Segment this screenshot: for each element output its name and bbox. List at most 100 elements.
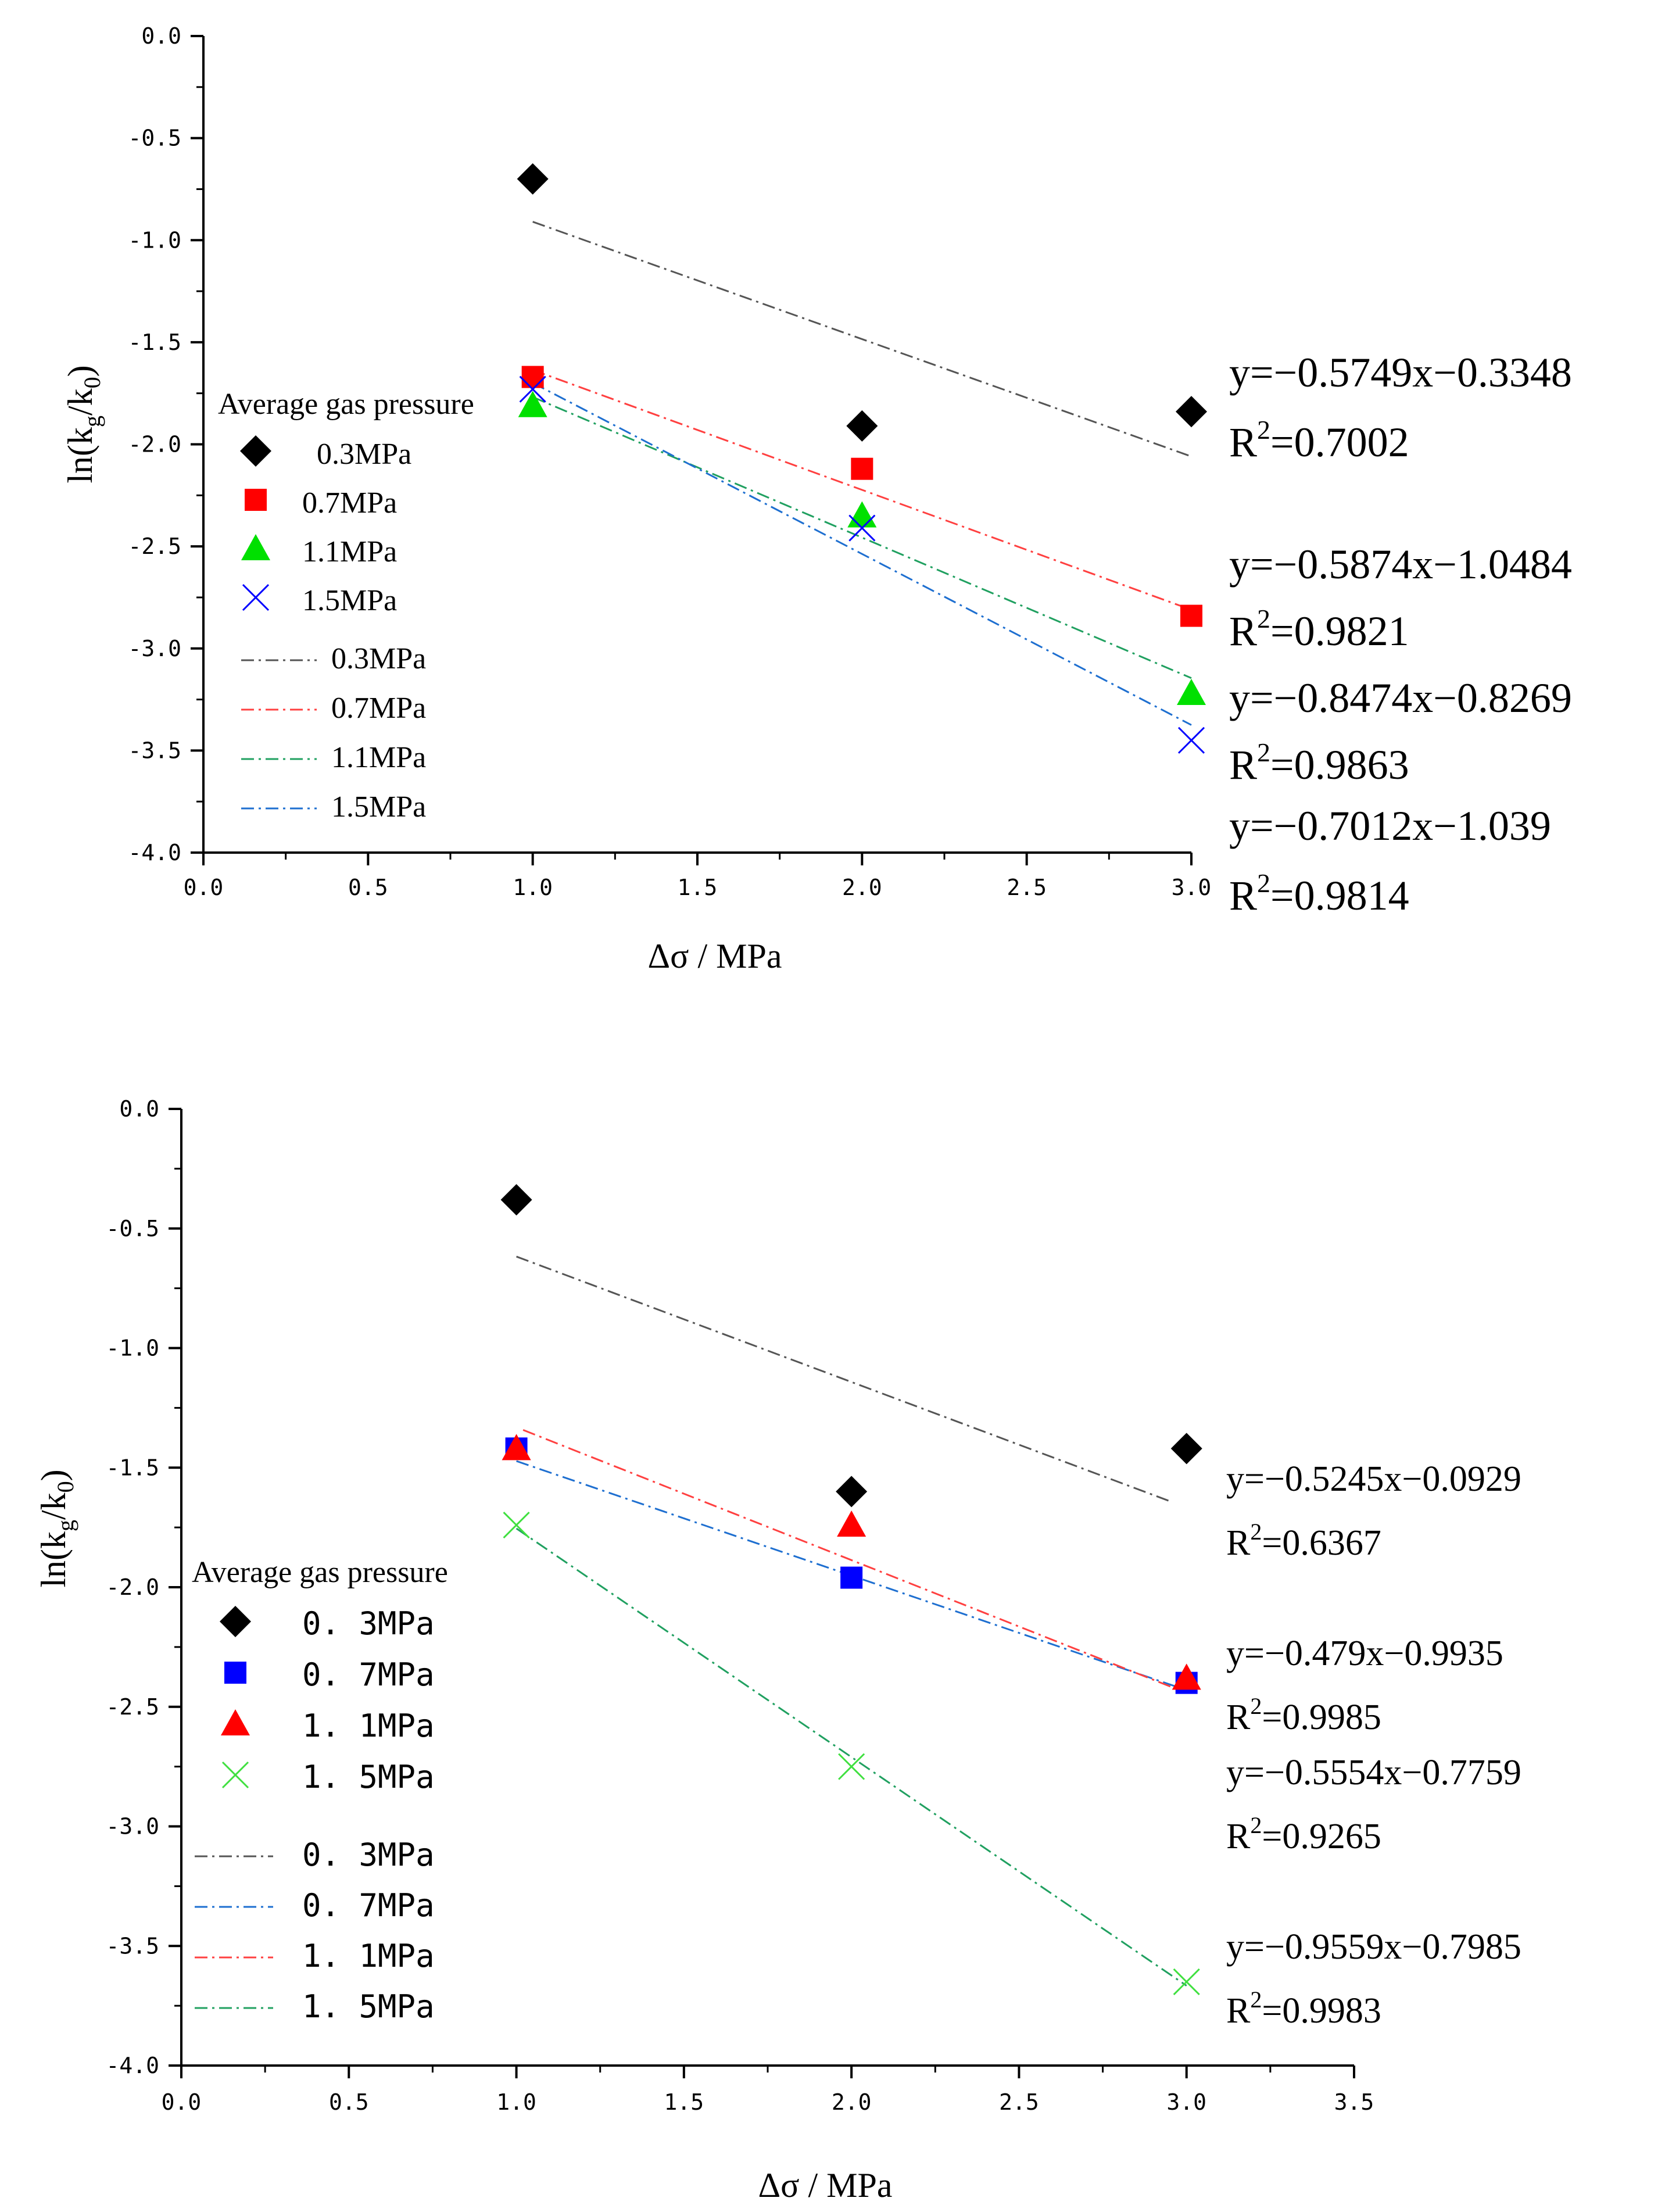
chart-bottom-point-s3-2 <box>1173 1968 1200 1996</box>
chart-bottom-point-s0-1 <box>836 1476 868 1508</box>
chart-top-legend-item-3: 1.5MPa <box>302 584 397 617</box>
chart-bottom-fit-line-3 <box>515 1527 1187 1986</box>
chart-bottom-eq-2: y=−0.5554x−0.7759 <box>1226 1753 1521 1792</box>
chart-top-point-s3-1 <box>848 514 876 542</box>
chart-bottom-legend-marker-0 <box>220 1606 251 1637</box>
chart-top-point-s3-0 <box>519 375 546 403</box>
chart-top-ylabel-sub1: g <box>79 416 105 427</box>
chart-top-legend-title: Average gas pressure <box>218 388 474 421</box>
chart-bottom-xtick-label-5: 2.5 <box>999 2089 1039 2115</box>
chart-top-point-s1-0 <box>521 366 544 388</box>
chart-bottom-ytick-label-7: -3.5 <box>106 1933 159 1959</box>
chart-bottom-point-s3-0 <box>503 1511 530 1539</box>
chart-top-r2-0: R2=0.7002 <box>1229 415 1409 466</box>
chart-bottom-legend-markers <box>220 1606 251 1789</box>
chart-top-ytick-label-1: -0.5 <box>128 126 181 151</box>
chart-bottom-legend-item-3: 1. 5MPa <box>302 1759 435 1795</box>
chart-bottom-xtick-label-0: 0.0 <box>162 2089 202 2115</box>
chart-bottom-point-s0-2 <box>1170 1433 1202 1465</box>
chart-bottom-xtick-label-2: 1.0 <box>496 2089 536 2115</box>
chart-bottom-point-s2-1 <box>837 1511 866 1537</box>
chart-bottom-ylabel-main: ln(k <box>34 1531 73 1588</box>
chart-top-eq-3: y=−0.7012x−1.039 <box>1229 803 1551 849</box>
chart-bottom-point-s2-2 <box>1172 1663 1201 1690</box>
chart-top-legend-marker-0 <box>240 435 271 467</box>
chart-top-point-s0-2 <box>1176 396 1207 428</box>
chart-bottom-point-s2-0 <box>502 1434 531 1461</box>
chart-top-ytick-label-7: -3.5 <box>128 738 181 763</box>
chart-top-xtick-label-6: 3.0 <box>1172 875 1212 900</box>
chart-top-ytick-label-2: -1.0 <box>128 227 181 253</box>
chart-bottom: 0.0-0.5-1.0-1.5-2.0-2.5-3.0-3.5-4.00.0 0.… <box>34 1096 1521 2204</box>
chart-bottom-r2-3: R2=0.9983 <box>1226 1986 1381 2031</box>
chart-bottom-legend-item-0: 0. 3MPa <box>302 1605 435 1642</box>
chart-bottom-ytick-label-1: -0.5 <box>106 1216 159 1241</box>
chart-top-point-s2-1 <box>847 501 877 528</box>
chart-top-legend: Average gas pressure 0.3MPa 0.7MPa 1.1MP… <box>218 388 474 824</box>
chart-bottom-equations: y=−0.5245x−0.0929 R2=0.6367 y=−0.479x−0.… <box>1226 1459 1521 2031</box>
svg-text:ln(kg/k0): ln(kg/k0) <box>61 365 105 483</box>
chart-top-ylabel-main: ln(k <box>61 427 99 484</box>
chart-bottom-fit-line-2 <box>522 1429 1187 1694</box>
chart-top-legend-fit-1: 0.7MPa <box>331 692 426 725</box>
chart-bottom-legend-marker-2 <box>221 1709 250 1735</box>
chart-bottom-xlabel: Δσ / MPa <box>758 2166 893 2204</box>
chart-top-xtick-label-0: 0.0 <box>184 875 224 900</box>
chart-bottom-ytick-label-3: -1.5 <box>106 1455 159 1480</box>
chart-bottom-xtick-label-6: 3.0 <box>1166 2089 1206 2115</box>
chart-bottom-r2-0: R2=0.6367 <box>1226 1519 1381 1563</box>
chart-bottom-eq-1: y=−0.479x−0.9935 <box>1226 1634 1503 1673</box>
chart-bottom-eq-3: y=−0.9559x−0.7985 <box>1226 1927 1521 1967</box>
chart-bottom-xtick-label-1: 0.5 <box>329 2089 369 2115</box>
chart-top-legend-markers <box>240 435 271 611</box>
chart-bottom-ylabel-end: ) <box>34 1469 73 1481</box>
chart-top-xtick-label-1: 0.5 <box>348 875 388 900</box>
chart-top-eq-1: y=−0.5874x−1.0484 <box>1229 541 1572 588</box>
chart-top-r2-1: R2=0.9821 <box>1229 604 1409 654</box>
chart-top-ytick-label-3: -1.5 <box>128 330 181 355</box>
chart-top-point-s2-2 <box>1177 679 1206 706</box>
chart-bottom-legend-fit-3: 1. 5MPa <box>302 1988 435 2025</box>
chart-top-legend-item-2: 1.1MPa <box>302 535 397 568</box>
chart-bottom-legend-title: Average gas pressure <box>192 1556 448 1589</box>
chart-bottom-r2-2: R2=0.9265 <box>1226 1812 1381 1856</box>
chart-top-xlabel: Δσ / MPa <box>648 937 782 975</box>
chart-bottom-ylabel-sub2: 0 <box>52 1481 78 1492</box>
chart-bottom-legend: Average gas pressure 0. 3MPa 0. 7MPa 1. … <box>192 1556 448 2025</box>
chart-top-legend-lines <box>241 659 317 810</box>
chart-top-legend-item-1: 0.7MPa <box>302 486 397 520</box>
chart-top: 0.0-0.5-1.0-1.5-2.0-2.5-3.0-3.5-4.00.0 0.… <box>61 23 1572 975</box>
chart-top-equations: y=−0.5749x−0.3348 R2=0.7002 y=−0.5874x−1… <box>1229 349 1572 919</box>
chart-top-fit-line-0 <box>532 221 1192 457</box>
chart-bottom-eq-0: y=−0.5245x−0.0929 <box>1226 1459 1521 1499</box>
chart-top-eq-0: y=−0.5749x−0.3348 <box>1229 349 1572 396</box>
chart-top-xtick-label-4: 2.0 <box>842 875 882 900</box>
chart-bottom-ytick-label-6: -3.0 <box>106 1814 159 1839</box>
chart-top-point-s0-1 <box>846 410 878 442</box>
chart-top-point-s0-0 <box>517 163 549 195</box>
chart-bottom-point-s1-1 <box>840 1566 863 1589</box>
chart-bottom-legend-lines <box>195 1855 273 2009</box>
chart-top-plot <box>517 163 1207 754</box>
chart-top-eq-2: y=−0.8474x−0.8269 <box>1229 675 1572 721</box>
chart-top-legend-fit-3: 1.5MPa <box>331 790 426 824</box>
chart-bottom-xtick-label-3: 1.5 <box>664 2089 704 2115</box>
chart-top-legend-fit-0: 0.3MPa <box>331 642 426 675</box>
chart-top-xtick-label-5: 2.5 <box>1007 875 1047 900</box>
chart-bottom-xtick-label-7: 3.5 <box>1334 2089 1374 2115</box>
chart-bottom-ylabel: ln(kg/k0) <box>34 1469 78 1587</box>
chart-bottom-legend-marker-3 <box>221 1761 249 1789</box>
chart-bottom-legend-fit-0: 0. 3MPa <box>302 1837 435 1873</box>
chart-top-r2-2: R2=0.9863 <box>1229 738 1409 788</box>
chart-top-point-s1-1 <box>851 457 873 480</box>
chart-top-legend-item-0: 0.3MPa <box>317 438 411 471</box>
chart-top-axes: 0.0-0.5-1.0-1.5-2.0-2.5-3.0-3.5-4.00.0 0.… <box>128 23 1211 900</box>
chart-top-fit-line-3 <box>532 382 1192 726</box>
chart-top-legend-marker-1 <box>245 489 267 511</box>
chart-top-ytick-label-8: -4.0 <box>128 840 181 865</box>
chart-top-point-s1-2 <box>1180 604 1202 627</box>
chart-top-legend-fit-2: 1.1MPa <box>331 741 426 774</box>
chart-top-ytick-label-4: -2.0 <box>128 432 181 457</box>
chart-bottom-ytick-label-5: -2.5 <box>106 1694 159 1720</box>
